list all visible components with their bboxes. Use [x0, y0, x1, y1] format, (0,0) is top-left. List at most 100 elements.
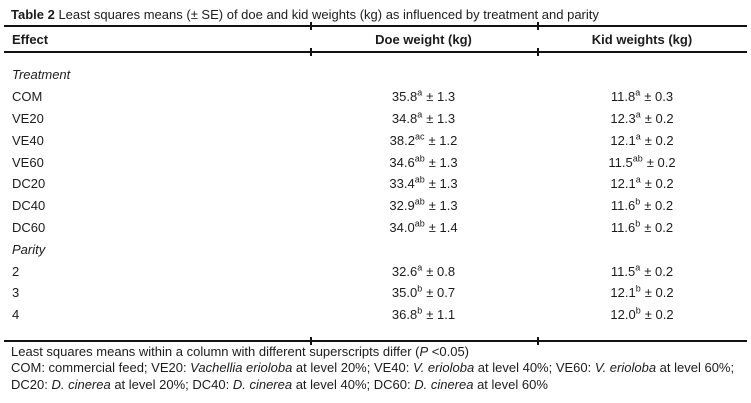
kid-superscript: a [635, 262, 641, 273]
doe-superscript: a [417, 262, 423, 273]
footnote-species-name: V. erioloba [594, 360, 657, 376]
kid-se: ± 0.2 [644, 110, 674, 126]
kid-superscript: ab [632, 153, 643, 164]
kid-mean: 12.1 [610, 132, 636, 148]
table-row: COM 35.8a ± 1.3 11.8a ± 0.3 [4, 86, 747, 108]
column-header-doe-weight: Doe weight (kg) [375, 31, 472, 47]
footnote-species-name: D. cinerea [51, 376, 111, 392]
kid-se: ± 0.2 [644, 285, 674, 301]
doe-superscript: a [417, 87, 423, 98]
row-label: VE20 [12, 110, 44, 126]
table-body: Treatment COM 35.8a ± 1.3 11.8a ± 0.3 VE20… [4, 53, 747, 340]
bottom-rule [4, 337, 747, 345]
table-section-row: Treatment [4, 64, 747, 86]
doe-se: ± 0.8 [426, 263, 456, 279]
doe-weight-cell: 36.8b ± 1.1 [310, 305, 537, 323]
table-row: DC20 33.4ab ± 1.3 12.1a ± 0.2 [4, 173, 747, 195]
doe-mean: 32.6 [391, 263, 418, 279]
row-label: 2 [12, 263, 20, 279]
table-caption-number: Table 2 [11, 7, 55, 22]
kid-mean: 12.0 [610, 307, 636, 323]
doe-superscript: b [417, 305, 423, 316]
kid-superscript: b [635, 218, 641, 229]
kid-weight-cell: 11.5a ± 0.2 [537, 262, 747, 279]
doe-weight-cell: 35.8a ± 1.3 [310, 87, 537, 105]
kid-weight-cell: 11.5ab ± 0.2 [537, 153, 747, 170]
kid-mean: 11.5 [608, 154, 633, 170]
row-label: 4 [12, 307, 20, 323]
doe-weight-cell: 34.8a ± 1.3 [310, 109, 537, 126]
table-row: VE40 38.2ac ± 1.2 12.1a ± 0.2 [4, 129, 747, 151]
doe-mean: 34.8 [391, 110, 418, 126]
kid-weight-cell: 12.1b ± 0.2 [537, 284, 747, 301]
kid-mean: 12.3 [610, 110, 636, 126]
footnote-significance: Least squares means within a column with… [11, 344, 745, 360]
doe-se: ± 1.3 [428, 198, 458, 214]
doe-mean: 32.9 [389, 198, 415, 214]
kid-se: ± 0.2 [644, 132, 674, 148]
footnote-segment: at level 40%; DC60: [292, 376, 415, 392]
kid-weight-cell: 12.1a ± 0.2 [537, 132, 747, 148]
footnote-p-symbol: P [419, 344, 429, 359]
header-rule [4, 48, 747, 56]
table-section-row: Parity [4, 238, 747, 260]
doe-superscript: ab [414, 196, 425, 207]
table-row: 2 32.6a ± 0.8 11.5a ± 0.2 [4, 260, 747, 282]
table-row: DC40 32.9ab ± 1.3 11.6b ± 0.2 [4, 195, 747, 217]
kid-weight-cell: 12.0b ± 0.2 [537, 305, 747, 323]
footnote-species-name: D. cinerea [232, 376, 293, 392]
kid-superscript: a [635, 87, 641, 98]
footnote-species-name: D. cinerea [414, 376, 474, 392]
doe-weight-cell: 34.0ab ± 1.4 [310, 218, 537, 235]
kid-weight-cell: 11.6b ± 0.2 [537, 196, 747, 214]
kid-se: ± 0.2 [644, 198, 674, 214]
doe-mean: 38.2 [389, 132, 415, 148]
footnote-segment: at level 20%; VE40: [292, 360, 413, 376]
row-label: DC60 [12, 219, 46, 235]
kid-mean: 12.1 [610, 285, 636, 301]
doe-mean: 36.8 [391, 307, 418, 323]
footnote-segment: COM: commercial feed; VE20: [11, 360, 191, 376]
table-caption: Table 2 Least squares means (± SE) of do… [11, 7, 599, 22]
footnote-segment: at level 20%; DC40: [110, 376, 233, 392]
doe-mean: 35.8 [391, 89, 418, 105]
doe-mean: 34.6 [389, 154, 415, 170]
table-row: DC60 34.0ab ± 1.4 11.6b ± 0.2 [4, 217, 747, 239]
kid-superscript: a [635, 175, 641, 186]
kid-superscript: b [635, 305, 641, 316]
kid-mean: 11.6 [610, 219, 636, 235]
doe-se: ± 1.4 [428, 219, 458, 235]
column-header-kid-weights: Kid weights (kg) [591, 31, 693, 47]
kid-superscript: b [635, 196, 641, 207]
table-row: 3 35.0b ± 0.7 12.1b ± 0.2 [4, 282, 747, 304]
footnote-segment: at level 60% [473, 376, 548, 392]
kid-se: ± 0.2 [644, 263, 674, 279]
row-label: DC40 [12, 198, 46, 214]
doe-se: ± 0.7 [426, 285, 456, 301]
doe-se: ± 1.1 [426, 307, 456, 323]
table-row: 4 36.8b ± 1.1 12.0b ± 0.2 [4, 304, 747, 326]
doe-se: ± 1.3 [426, 110, 456, 126]
table-footnotes: Least squares means within a column with… [11, 344, 745, 393]
doe-weight-cell: 34.6ab ± 1.3 [310, 154, 537, 170]
kid-se: ± 0.2 [646, 154, 676, 170]
row-label: VE60 [12, 154, 44, 170]
column-divider-tick [537, 337, 539, 345]
kid-weight-cell: 11.6b ± 0.2 [537, 218, 747, 235]
column-divider-tick [537, 48, 539, 56]
column-divider-tick [310, 337, 312, 345]
section-label: Parity [12, 241, 46, 257]
doe-se: ± 1.3 [426, 89, 456, 105]
kid-weight-cell: 12.3a ± 0.2 [537, 110, 747, 126]
doe-se: ± 1.3 [428, 154, 458, 170]
doe-superscript: ab [414, 218, 425, 229]
kid-mean: 12.1 [610, 176, 636, 192]
table-row: VE20 34.8a ± 1.3 12.3a ± 0.2 [4, 108, 747, 130]
table-header-row: Effect Doe weight (kg) Kid weights (kg) [4, 27, 747, 51]
section-label: Treatment [12, 67, 71, 83]
row-label: DC20 [12, 176, 46, 192]
kid-superscript: b [635, 284, 641, 295]
kid-weight-cell: 11.8a ± 0.3 [537, 87, 747, 104]
footnote-significance-pre: Least squares means within a column with… [11, 344, 420, 359]
doe-superscript: a [417, 109, 423, 120]
